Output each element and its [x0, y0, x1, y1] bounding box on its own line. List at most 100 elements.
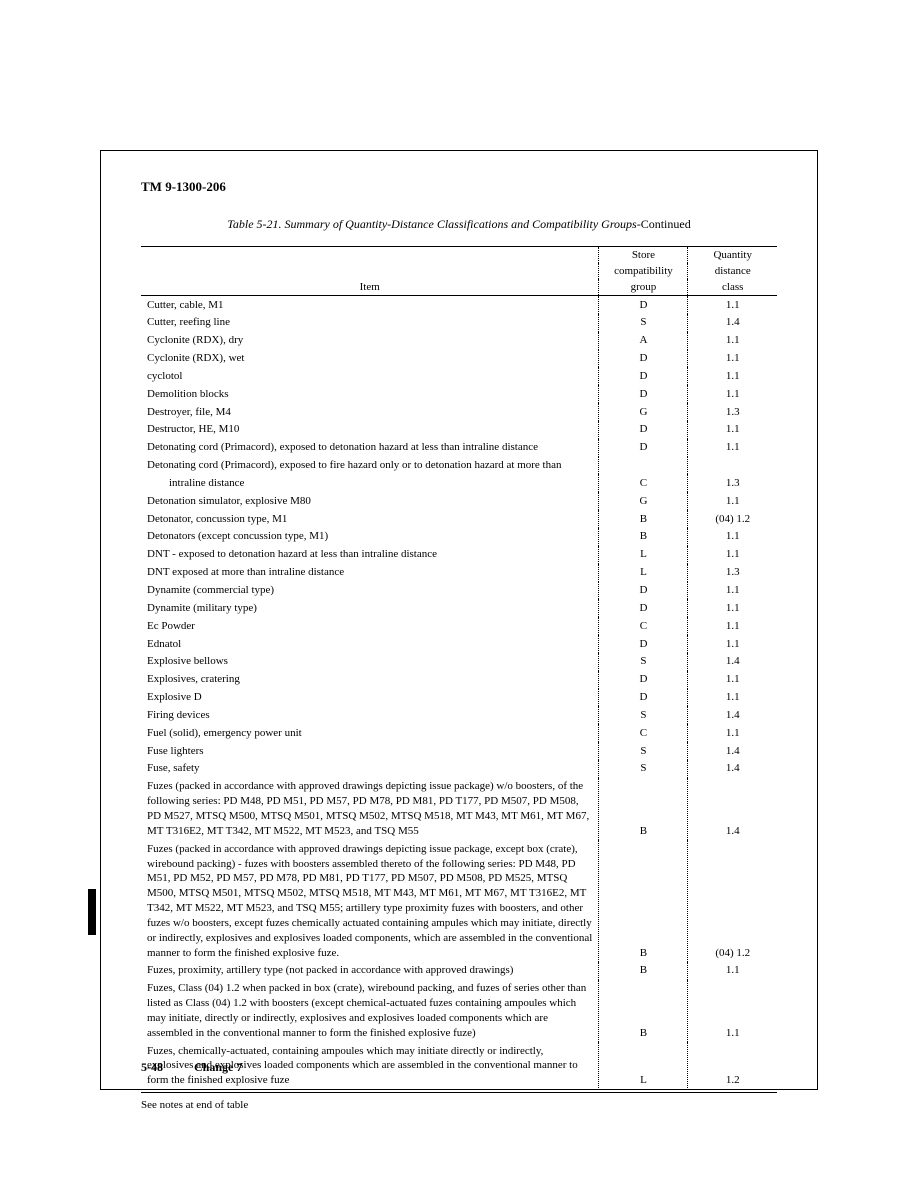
cell-group: B	[599, 980, 688, 1042]
cell-group: L	[599, 1042, 688, 1090]
tm-number: TM 9-1300-206	[141, 179, 777, 195]
cell-group: G	[599, 492, 688, 510]
cell-group: L	[599, 564, 688, 582]
cell-group: C	[599, 724, 688, 742]
cell-group: G	[599, 403, 688, 421]
cell-class: 1.3	[688, 564, 777, 582]
table-row: Detonating cord (Primacord), exposed to …	[141, 457, 777, 475]
cell-group: S	[599, 314, 688, 332]
cell-item: Explosive D	[141, 689, 599, 707]
cell-class: 1.2	[688, 1042, 777, 1090]
table-row: Cyclonite (RDX), dryA1.1	[141, 332, 777, 350]
cell-class: 1.1	[688, 528, 777, 546]
cell-item: intraline distance	[141, 474, 599, 492]
table-bottom-rule	[141, 1092, 777, 1093]
table-title-continued: Continued	[641, 217, 691, 231]
cell-group: D	[599, 385, 688, 403]
cell-item: Cyclonite (RDX), wet	[141, 350, 599, 368]
header-class-l2: distance	[688, 263, 777, 279]
cell-item: Ednatol	[141, 635, 599, 653]
cell-group: D	[599, 689, 688, 707]
cell-item: Cutter, reefing line	[141, 314, 599, 332]
cell-class: 1.1	[688, 635, 777, 653]
cell-item: Explosives, cratering	[141, 671, 599, 689]
header-class-l3: class	[688, 279, 777, 296]
cell-item: Detonation simulator, explosive M80	[141, 492, 599, 510]
cell-class: 1.1	[688, 492, 777, 510]
cell-item: Destroyer, file, M4	[141, 403, 599, 421]
cell-item: Fuse, safety	[141, 760, 599, 778]
cell-group: D	[599, 439, 688, 457]
table-row: Detonator, concussion type, M1B(04) 1.2	[141, 510, 777, 528]
cell-class: 1.1	[688, 421, 777, 439]
cell-class: 1.1	[688, 385, 777, 403]
cell-group: L	[599, 546, 688, 564]
cell-item: Firing devices	[141, 706, 599, 724]
table-row: Demolition blocksD1.1	[141, 385, 777, 403]
table-row: Fuzes, Class (04) 1.2 when packed in box…	[141, 980, 777, 1042]
cell-item: Fuse lighters	[141, 742, 599, 760]
cell-class: 1.1	[688, 296, 777, 314]
table-row: DNT exposed at more than intraline dista…	[141, 564, 777, 582]
table-row: Cyclonite (RDX), wetD1.1	[141, 350, 777, 368]
table-row: Explosive DD1.1	[141, 689, 777, 707]
cell-group: B	[599, 962, 688, 980]
cell-item: DNT exposed at more than intraline dista…	[141, 564, 599, 582]
table-row: Fuse, safetyS1.4	[141, 760, 777, 778]
table-row: Fuzes (packed in accordance with approve…	[141, 840, 777, 962]
table-row: Dynamite (military type)D1.1	[141, 599, 777, 617]
cell-item: DNT - exposed to detonation hazard at le…	[141, 546, 599, 564]
table-row: Detonation simulator, explosive M80G1.1	[141, 492, 777, 510]
cell-class: 1.3	[688, 403, 777, 421]
table-row: Fuzes (packed in accordance with approve…	[141, 778, 777, 840]
table-title: Table 5-21. Summary of Quantity-Distance…	[141, 217, 777, 232]
cell-group: S	[599, 742, 688, 760]
cell-group: B	[599, 840, 688, 962]
header-group-l2: compatibility	[599, 263, 688, 279]
cell-group: D	[599, 367, 688, 385]
cell-group: S	[599, 653, 688, 671]
table-row: intraline distanceC1.3	[141, 474, 777, 492]
cell-class: 1.1	[688, 582, 777, 600]
cell-item: Destructor, HE, M10	[141, 421, 599, 439]
table-row: Detonators (except concussion type, M1)B…	[141, 528, 777, 546]
cell-class: 1.1	[688, 546, 777, 564]
page-footer: 5-48 Change 7	[141, 1060, 242, 1075]
page: TM 9-1300-206 Table 5-21. Summary of Qua…	[0, 0, 918, 1188]
cell-class: 1.1	[688, 724, 777, 742]
cell-group: D	[599, 582, 688, 600]
cell-item: Dynamite (military type)	[141, 599, 599, 617]
cell-class: 1.4	[688, 760, 777, 778]
table-row: EdnatolD1.1	[141, 635, 777, 653]
cell-class: 1.1	[688, 599, 777, 617]
cell-group: C	[599, 474, 688, 492]
header-group-l3: group	[599, 279, 688, 296]
cell-item: Cutter, cable, M1	[141, 296, 599, 314]
table-row: Ec PowderC1.1	[141, 617, 777, 635]
cell-item: Fuzes, proximity, artillery type (not pa…	[141, 962, 599, 980]
cell-class: 1.1	[688, 689, 777, 707]
table-row: Fuzes, proximity, artillery type (not pa…	[141, 962, 777, 980]
table-row: Destructor, HE, M10D1.1	[141, 421, 777, 439]
cell-group: B	[599, 510, 688, 528]
cell-class: 1.1	[688, 671, 777, 689]
cell-group: B	[599, 778, 688, 840]
cell-group: D	[599, 421, 688, 439]
table-row: Explosives, crateringD1.1	[141, 671, 777, 689]
cell-item: Detonator, concussion type, M1	[141, 510, 599, 528]
table-row: Fuse lightersS1.4	[141, 742, 777, 760]
cell-item: Cyclonite (RDX), dry	[141, 332, 599, 350]
table-row: Destroyer, file, M4G1.3	[141, 403, 777, 421]
table-row: Detonating cord (Primacord), exposed to …	[141, 439, 777, 457]
page-number: 5-48	[141, 1060, 163, 1074]
table-row: cyclotolD1.1	[141, 367, 777, 385]
cell-class: 1.4	[688, 778, 777, 840]
table-row: Dynamite (commercial type)D1.1	[141, 582, 777, 600]
cell-item: Fuzes, Class (04) 1.2 when packed in box…	[141, 980, 599, 1042]
cell-group: D	[599, 671, 688, 689]
cell-class: 1.4	[688, 314, 777, 332]
table-row: Explosive bellowsS1.4	[141, 653, 777, 671]
cell-item: Ec Powder	[141, 617, 599, 635]
cell-class: 1.1	[688, 439, 777, 457]
table-title-italic: Table 5-21. Summary of Quantity-Distance…	[227, 217, 640, 231]
